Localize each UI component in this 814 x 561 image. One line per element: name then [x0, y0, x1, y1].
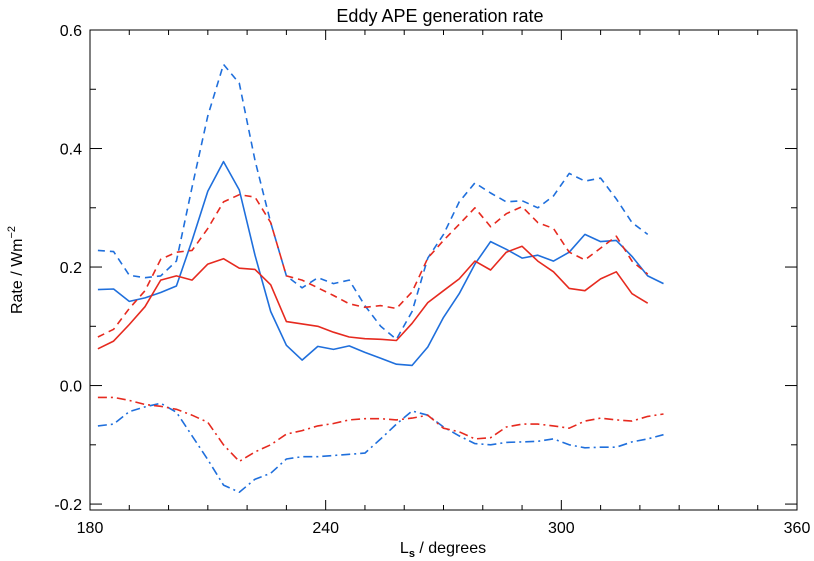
y-tick-label: -0.2 [54, 497, 82, 514]
chart-title: Eddy APE generation rate [336, 6, 543, 26]
axis-ticks [89, 29, 798, 510]
x-axis-title-rest: / degrees [415, 540, 486, 557]
tick-labels: 180 240 300 360 -0.2 0.0 0.2 0.4 0.6 [54, 23, 810, 537]
y-axis-title: Rate / Wm−2 [6, 226, 26, 314]
series-line-5-dashed [97, 193, 649, 338]
series-line-6-dashdot [97, 396, 664, 463]
series-line-3-dashdot [97, 402, 664, 494]
x-axis-title: Ls / degrees [400, 540, 486, 560]
x-tick-label: 240 [312, 520, 339, 537]
series-line-4-solid [97, 245, 649, 350]
series-line-2-dashed [97, 63, 649, 341]
x-axis-title-main: L [400, 540, 409, 557]
y-tick-label: 0.4 [60, 142, 82, 159]
series-line-1-solid [97, 160, 664, 367]
y-tick-label: 0.0 [60, 379, 82, 396]
y-tick-label: 0.6 [60, 23, 82, 40]
y-axis-title-superscript: −2 [6, 226, 18, 239]
y-axis-title-main: Rate / Wm [9, 238, 26, 314]
x-tick-label: 300 [548, 520, 575, 537]
x-tick-label: 360 [784, 520, 811, 537]
series-layer [97, 63, 664, 494]
x-axis-title-subscript: s [409, 548, 415, 560]
plot-border [89, 29, 798, 511]
plot-frame [89, 29, 798, 511]
x-tick-label: 180 [77, 520, 104, 537]
y-tick-label: 0.2 [60, 260, 82, 277]
